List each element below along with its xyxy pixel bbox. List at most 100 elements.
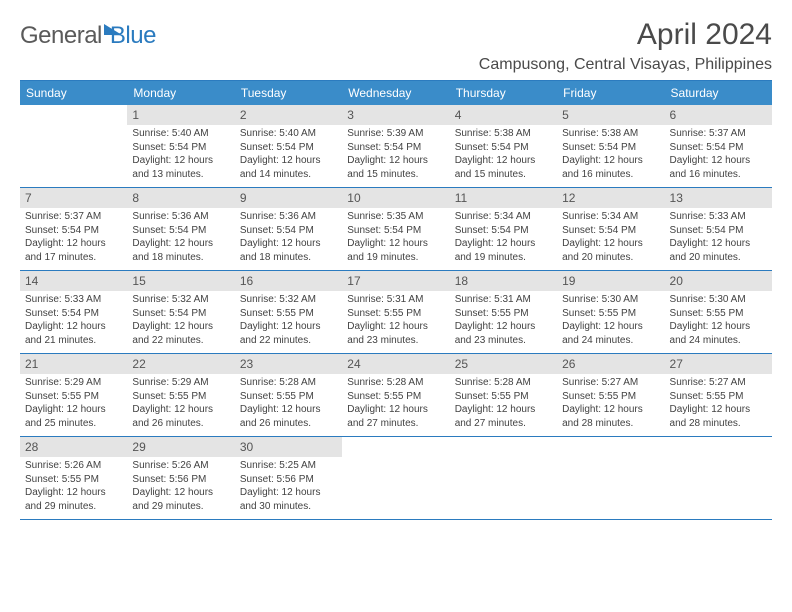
day-number: 3 bbox=[342, 105, 449, 125]
sunset-line: Sunset: 5:55 PM bbox=[347, 390, 445, 404]
calendar-cell: 3Sunrise: 5:39 AMSunset: 5:54 PMDaylight… bbox=[342, 105, 449, 187]
daylight-line: Daylight: 12 hours and 15 minutes. bbox=[455, 154, 553, 181]
calendar-cell: 20Sunrise: 5:30 AMSunset: 5:55 PMDayligh… bbox=[665, 271, 772, 353]
sunset-line: Sunset: 5:55 PM bbox=[670, 307, 768, 321]
calendar-cell: . bbox=[450, 437, 557, 519]
daylight-line: Daylight: 12 hours and 16 minutes. bbox=[670, 154, 768, 181]
calendar-week-row: 7Sunrise: 5:37 AMSunset: 5:54 PMDaylight… bbox=[20, 188, 772, 271]
daylight-line: Daylight: 12 hours and 29 minutes. bbox=[25, 486, 123, 513]
weekday-header: Friday bbox=[557, 81, 664, 105]
day-number: 7 bbox=[20, 188, 127, 208]
day-number: 15 bbox=[127, 271, 234, 291]
day-number: 30 bbox=[235, 437, 342, 457]
calendar-cell: 30Sunrise: 5:25 AMSunset: 5:56 PMDayligh… bbox=[235, 437, 342, 519]
daylight-line: Daylight: 12 hours and 27 minutes. bbox=[347, 403, 445, 430]
day-details: Sunrise: 5:34 AMSunset: 5:54 PMDaylight:… bbox=[557, 208, 664, 268]
weekday-header: Monday bbox=[127, 81, 234, 105]
calendar-cell: 16Sunrise: 5:32 AMSunset: 5:55 PMDayligh… bbox=[235, 271, 342, 353]
day-details: Sunrise: 5:32 AMSunset: 5:54 PMDaylight:… bbox=[127, 291, 234, 351]
day-details: Sunrise: 5:30 AMSunset: 5:55 PMDaylight:… bbox=[557, 291, 664, 351]
sunrise-line: Sunrise: 5:35 AM bbox=[347, 210, 445, 224]
day-details: Sunrise: 5:31 AMSunset: 5:55 PMDaylight:… bbox=[450, 291, 557, 351]
daylight-line: Daylight: 12 hours and 28 minutes. bbox=[562, 403, 660, 430]
sunset-line: Sunset: 5:54 PM bbox=[25, 307, 123, 321]
day-number: 19 bbox=[557, 271, 664, 291]
day-details: Sunrise: 5:38 AMSunset: 5:54 PMDaylight:… bbox=[450, 125, 557, 185]
day-details: Sunrise: 5:33 AMSunset: 5:54 PMDaylight:… bbox=[20, 291, 127, 351]
daylight-line: Daylight: 12 hours and 17 minutes. bbox=[25, 237, 123, 264]
daylight-line: Daylight: 12 hours and 19 minutes. bbox=[455, 237, 553, 264]
day-number: 23 bbox=[235, 354, 342, 374]
day-details: Sunrise: 5:36 AMSunset: 5:54 PMDaylight:… bbox=[235, 208, 342, 268]
sunset-line: Sunset: 5:54 PM bbox=[670, 141, 768, 155]
daylight-line: Daylight: 12 hours and 13 minutes. bbox=[132, 154, 230, 181]
sunrise-line: Sunrise: 5:26 AM bbox=[25, 459, 123, 473]
sunset-line: Sunset: 5:54 PM bbox=[132, 307, 230, 321]
daylight-line: Daylight: 12 hours and 27 minutes. bbox=[455, 403, 553, 430]
daylight-line: Daylight: 12 hours and 14 minutes. bbox=[240, 154, 338, 181]
sunrise-line: Sunrise: 5:38 AM bbox=[562, 127, 660, 141]
sunset-line: Sunset: 5:54 PM bbox=[455, 141, 553, 155]
day-number: 25 bbox=[450, 354, 557, 374]
page-title: April 2024 bbox=[479, 18, 772, 52]
logo: General Blue bbox=[20, 22, 156, 50]
daylight-line: Daylight: 12 hours and 19 minutes. bbox=[347, 237, 445, 264]
sunset-line: Sunset: 5:54 PM bbox=[25, 224, 123, 238]
day-number: 21 bbox=[20, 354, 127, 374]
calendar-cell: 12Sunrise: 5:34 AMSunset: 5:54 PMDayligh… bbox=[557, 188, 664, 270]
sunrise-line: Sunrise: 5:33 AM bbox=[670, 210, 768, 224]
calendar-cell: . bbox=[557, 437, 664, 519]
calendar-cell: 13Sunrise: 5:33 AMSunset: 5:54 PMDayligh… bbox=[665, 188, 772, 270]
day-number: 2 bbox=[235, 105, 342, 125]
day-number: 4 bbox=[450, 105, 557, 125]
calendar-week-row: 14Sunrise: 5:33 AMSunset: 5:54 PMDayligh… bbox=[20, 271, 772, 354]
calendar-cell: 1Sunrise: 5:40 AMSunset: 5:54 PMDaylight… bbox=[127, 105, 234, 187]
sunset-line: Sunset: 5:56 PM bbox=[132, 473, 230, 487]
calendar-cell: 7 Sunrise: 5:37 AMSunset: 5:54 PMDaylight… bbox=[20, 188, 127, 270]
sunrise-line: Sunrise: 5:39 AM bbox=[347, 127, 445, 141]
day-details: Sunrise: 5:39 AMSunset: 5:54 PMDaylight:… bbox=[342, 125, 449, 185]
calendar-cell: . bbox=[342, 437, 449, 519]
sunrise-line: Sunrise: 5:27 AM bbox=[562, 376, 660, 390]
sunrise-line: Sunrise: 5:40 AM bbox=[240, 127, 338, 141]
weekday-header: Saturday bbox=[665, 81, 772, 105]
daylight-line: Daylight: 12 hours and 23 minutes. bbox=[347, 320, 445, 347]
day-details: Sunrise: 5:29 AMSunset: 5:55 PMDaylight:… bbox=[20, 374, 127, 434]
sunset-line: Sunset: 5:55 PM bbox=[240, 390, 338, 404]
weekday-header-row: SundayMondayTuesdayWednesdayThursdayFrid… bbox=[20, 81, 772, 105]
sunset-line: Sunset: 5:54 PM bbox=[562, 141, 660, 155]
calendar-cell: 19Sunrise: 5:30 AMSunset: 5:55 PMDayligh… bbox=[557, 271, 664, 353]
day-number: 14 bbox=[20, 271, 127, 291]
calendar-cell: 14Sunrise: 5:33 AMSunset: 5:54 PMDayligh… bbox=[20, 271, 127, 353]
sunset-line: Sunset: 5:55 PM bbox=[670, 390, 768, 404]
page-subtitle: Campusong, Central Visayas, Philippines bbox=[479, 56, 772, 74]
sunset-line: Sunset: 5:54 PM bbox=[562, 224, 660, 238]
sunset-line: Sunset: 5:56 PM bbox=[240, 473, 338, 487]
daylight-line: Daylight: 12 hours and 15 minutes. bbox=[347, 154, 445, 181]
sunrise-line: Sunrise: 5:30 AM bbox=[670, 293, 768, 307]
calendar-cell: 24Sunrise: 5:28 AMSunset: 5:55 PMDayligh… bbox=[342, 354, 449, 436]
sunrise-line: Sunrise: 5:37 AM bbox=[25, 210, 123, 224]
daylight-line: Daylight: 12 hours and 20 minutes. bbox=[670, 237, 768, 264]
sunset-line: Sunset: 5:55 PM bbox=[562, 307, 660, 321]
calendar: SundayMondayTuesdayWednesdayThursdayFrid… bbox=[20, 80, 772, 520]
sunrise-line: Sunrise: 5:29 AM bbox=[132, 376, 230, 390]
day-details: Sunrise: 5:36 AMSunset: 5:54 PMDaylight:… bbox=[127, 208, 234, 268]
sunrise-line: Sunrise: 5:27 AM bbox=[670, 376, 768, 390]
daylight-line: Daylight: 12 hours and 22 minutes. bbox=[132, 320, 230, 347]
sunset-line: Sunset: 5:54 PM bbox=[347, 141, 445, 155]
sunset-line: Sunset: 5:55 PM bbox=[25, 390, 123, 404]
weekday-header: Thursday bbox=[450, 81, 557, 105]
calendar-cell: 8Sunrise: 5:36 AMSunset: 5:54 PMDaylight… bbox=[127, 188, 234, 270]
day-details: Sunrise: 5:40 AMSunset: 5:54 PMDaylight:… bbox=[127, 125, 234, 185]
calendar-cell: 18Sunrise: 5:31 AMSunset: 5:55 PMDayligh… bbox=[450, 271, 557, 353]
sunrise-line: Sunrise: 5:37 AM bbox=[670, 127, 768, 141]
day-details: Sunrise: 5:28 AMSunset: 5:55 PMDaylight:… bbox=[450, 374, 557, 434]
day-number: 26 bbox=[557, 354, 664, 374]
calendar-cell: 10Sunrise: 5:35 AMSunset: 5:54 PMDayligh… bbox=[342, 188, 449, 270]
calendar-cell: 27Sunrise: 5:27 AMSunset: 5:55 PMDayligh… bbox=[665, 354, 772, 436]
sunrise-line: Sunrise: 5:30 AM bbox=[562, 293, 660, 307]
day-details: Sunrise: 5:35 AMSunset: 5:54 PMDaylight:… bbox=[342, 208, 449, 268]
calendar-week-row: 28Sunrise: 5:26 AMSunset: 5:55 PMDayligh… bbox=[20, 437, 772, 520]
calendar-cell: 5Sunrise: 5:38 AMSunset: 5:54 PMDaylight… bbox=[557, 105, 664, 187]
